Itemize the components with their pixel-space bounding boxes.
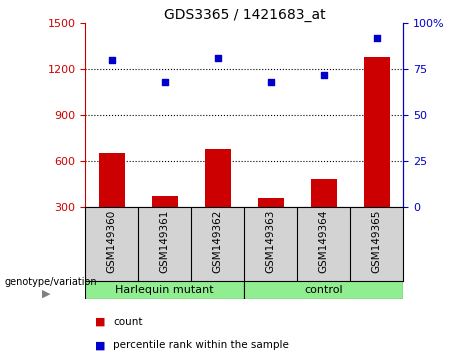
- Text: GSM149364: GSM149364: [319, 209, 329, 273]
- Point: [108, 57, 115, 63]
- Text: Harlequin mutant: Harlequin mutant: [116, 285, 214, 295]
- Text: ■: ■: [95, 317, 105, 327]
- Text: ▶: ▶: [41, 289, 50, 299]
- Title: GDS3365 / 1421683_at: GDS3365 / 1421683_at: [164, 8, 325, 22]
- Point: [373, 35, 380, 41]
- Bar: [85, 281, 244, 299]
- Text: GSM149360: GSM149360: [107, 209, 117, 273]
- Text: ■: ■: [95, 340, 105, 350]
- Point: [320, 72, 327, 78]
- Point: [161, 79, 168, 85]
- Text: GSM149365: GSM149365: [372, 209, 382, 273]
- Bar: [244, 281, 403, 299]
- Text: control: control: [305, 285, 343, 295]
- Text: genotype/variation: genotype/variation: [5, 277, 97, 287]
- Point: [214, 55, 221, 61]
- Text: GSM149361: GSM149361: [160, 209, 170, 273]
- Bar: [364, 57, 390, 207]
- Text: GSM149363: GSM149363: [266, 209, 276, 273]
- Text: percentile rank within the sample: percentile rank within the sample: [113, 340, 289, 350]
- Point: [267, 79, 275, 85]
- Bar: [152, 196, 178, 207]
- Text: count: count: [113, 317, 142, 327]
- Text: GSM149362: GSM149362: [213, 209, 223, 273]
- Bar: [258, 198, 284, 207]
- Bar: [205, 149, 231, 207]
- Bar: [99, 153, 125, 207]
- Bar: [311, 179, 337, 207]
